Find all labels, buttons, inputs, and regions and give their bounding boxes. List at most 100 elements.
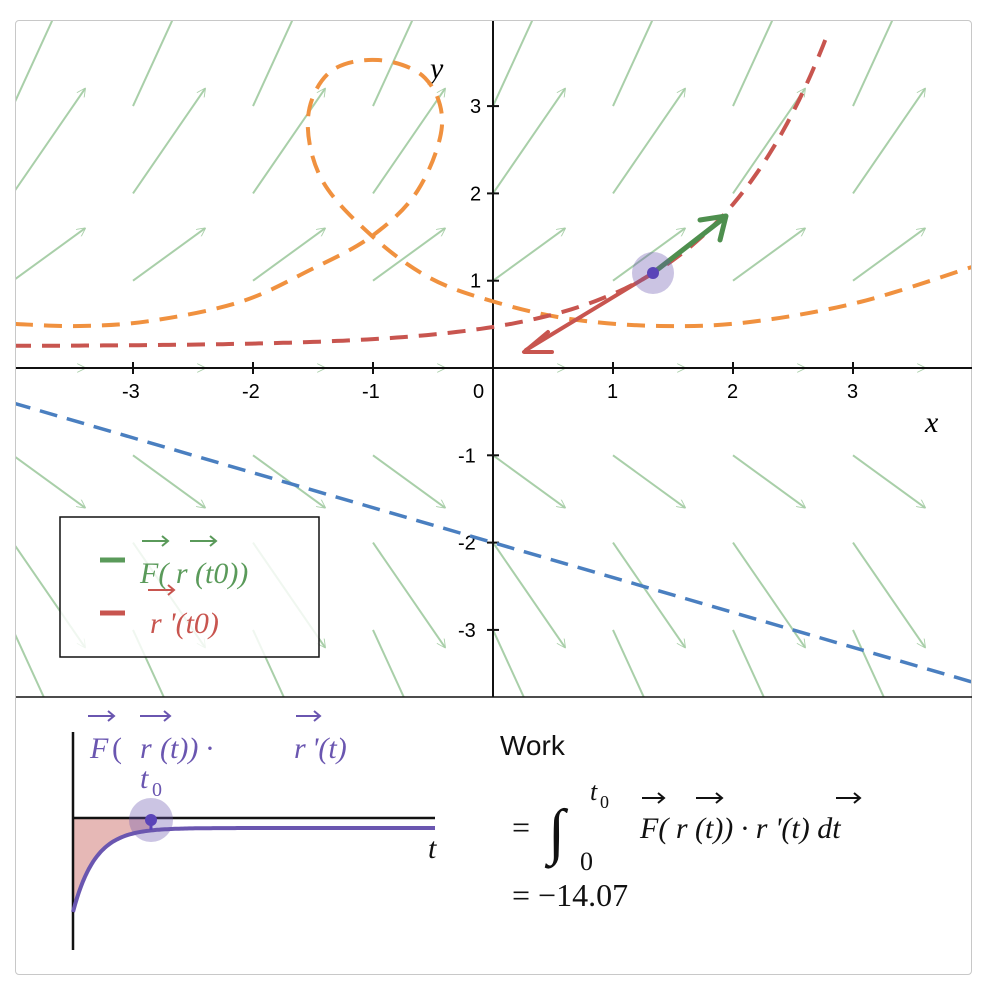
integrand-curve (71, 826, 435, 913)
svg-text:r: r (294, 732, 306, 765)
vector-arrow-accents (642, 792, 862, 804)
field-arrow (612, 629, 645, 697)
field-arrow (252, 89, 325, 194)
integral-sign-icon: ∫ (544, 798, 569, 869)
field-arrow (372, 89, 445, 194)
field-arrow (133, 0, 205, 19)
field-arrow (373, 717, 445, 927)
legend-derivative-label: r '(t0) (150, 607, 219, 640)
field-arrow (852, 542, 925, 648)
field-arrow (372, 454, 445, 507)
field-arrow (132, 454, 205, 507)
field-arrow (612, 228, 685, 282)
field-arrow (493, 0, 565, 19)
field-arrow (732, 21, 774, 107)
field-arrow (732, 454, 805, 507)
applet-frame (15, 20, 972, 975)
field-arrow (16, 228, 85, 280)
field-arrow (492, 454, 565, 507)
x-tick-label: -3 (122, 381, 140, 403)
field-arrow (613, 0, 685, 19)
x-tick-label: 1 (607, 381, 618, 403)
field-arrow (492, 542, 565, 648)
legend-field-label: F( r (t0)) (139, 557, 248, 590)
field-arrow (16, 456, 85, 507)
field-arrow (492, 228, 565, 282)
y-tick-label: -1 (458, 445, 476, 467)
x-tick-label: 0 (473, 381, 484, 403)
svg-text:(t)) ·: (t)) · (160, 732, 213, 765)
work-area-fill (73, 818, 151, 912)
orange-dashed-path (16, 57, 971, 329)
y-tick-label: 3 (470, 96, 481, 118)
x-tick-label: -2 (242, 381, 260, 403)
t-axis-label: t (428, 832, 437, 865)
field-arrow (492, 629, 525, 697)
work-readout: Work = ∫ t 0 0 F( r (t)) · r '(t) dt = −… (500, 730, 862, 913)
legend-derivative-vector-accent (148, 584, 176, 596)
field-arrow (732, 629, 765, 697)
svg-text:F: F (89, 732, 109, 765)
field-arrow (132, 228, 205, 282)
x-axis-label: x (924, 406, 939, 439)
field-arrow (732, 228, 805, 282)
field-arrow (852, 454, 925, 507)
integral-upper: t (590, 777, 598, 806)
field-arrow (852, 89, 925, 194)
y-tick-label: 1 (470, 271, 481, 293)
field-arrow (373, 0, 445, 19)
field-arrow (612, 21, 654, 107)
svg-text:r: r (140, 732, 152, 765)
legend: F( r (t0)) r '(t0) (59, 516, 320, 658)
field-vector (650, 213, 729, 276)
field-arrow (852, 228, 925, 282)
svg-text:(: ( (112, 732, 122, 765)
field-arrow (252, 21, 294, 107)
t0-point (145, 814, 157, 826)
legend-field-vector-accents (142, 535, 218, 547)
t0-label-sub: 0 (152, 779, 162, 801)
current-point (647, 267, 659, 279)
integrand-expression: F( r (t)) · r '(t) dt (639, 812, 841, 845)
field-arrow (16, 634, 45, 697)
y-tick-label: -3 (458, 620, 476, 642)
work-eq-sign: = (512, 809, 530, 845)
field-arrow (853, 0, 925, 19)
x-tick-label: -1 (362, 381, 380, 403)
field-arrow (16, 89, 85, 191)
field-arrow (132, 89, 205, 194)
field-arrow (732, 89, 805, 194)
field-arrow (852, 629, 885, 697)
x-tick-label: 2 (727, 381, 738, 403)
work-result: = −14.07 (512, 877, 628, 913)
field-arrow (372, 228, 445, 282)
integrand-title: F ( r (t)) · r '(t) (88, 710, 347, 765)
field-arrow (492, 89, 565, 194)
field-arrowhead-icon (697, 213, 729, 243)
field-arrow (612, 89, 685, 194)
field-arrow (16, 21, 54, 102)
field-arrow (253, 0, 325, 19)
field-arrow (733, 0, 805, 19)
y-axis-label: y (427, 52, 444, 85)
field-arrow (13, 0, 85, 19)
field-arrow (252, 228, 325, 282)
integrand-plot: t 0 t F ( r (t)) · r '(t) (71, 710, 437, 950)
field-arrow (132, 21, 174, 107)
derivative-vector (522, 271, 655, 354)
field-arrow (612, 542, 685, 648)
field-arrow (372, 21, 414, 107)
derivative-arrowhead-icon (522, 330, 554, 354)
field-arrow (492, 21, 534, 107)
field-arrow (372, 542, 445, 648)
work-heading: Work (500, 730, 566, 761)
y-tick-label: 2 (470, 183, 481, 205)
field-arrow (372, 629, 405, 697)
integral-lower: 0 (580, 847, 593, 876)
field-arrow (852, 21, 894, 107)
field-arrow (853, 717, 925, 927)
svg-text:'(t): '(t) (312, 732, 347, 765)
integral-upper-sub: 0 (600, 792, 609, 812)
x-tick-label: 3 (847, 381, 858, 403)
